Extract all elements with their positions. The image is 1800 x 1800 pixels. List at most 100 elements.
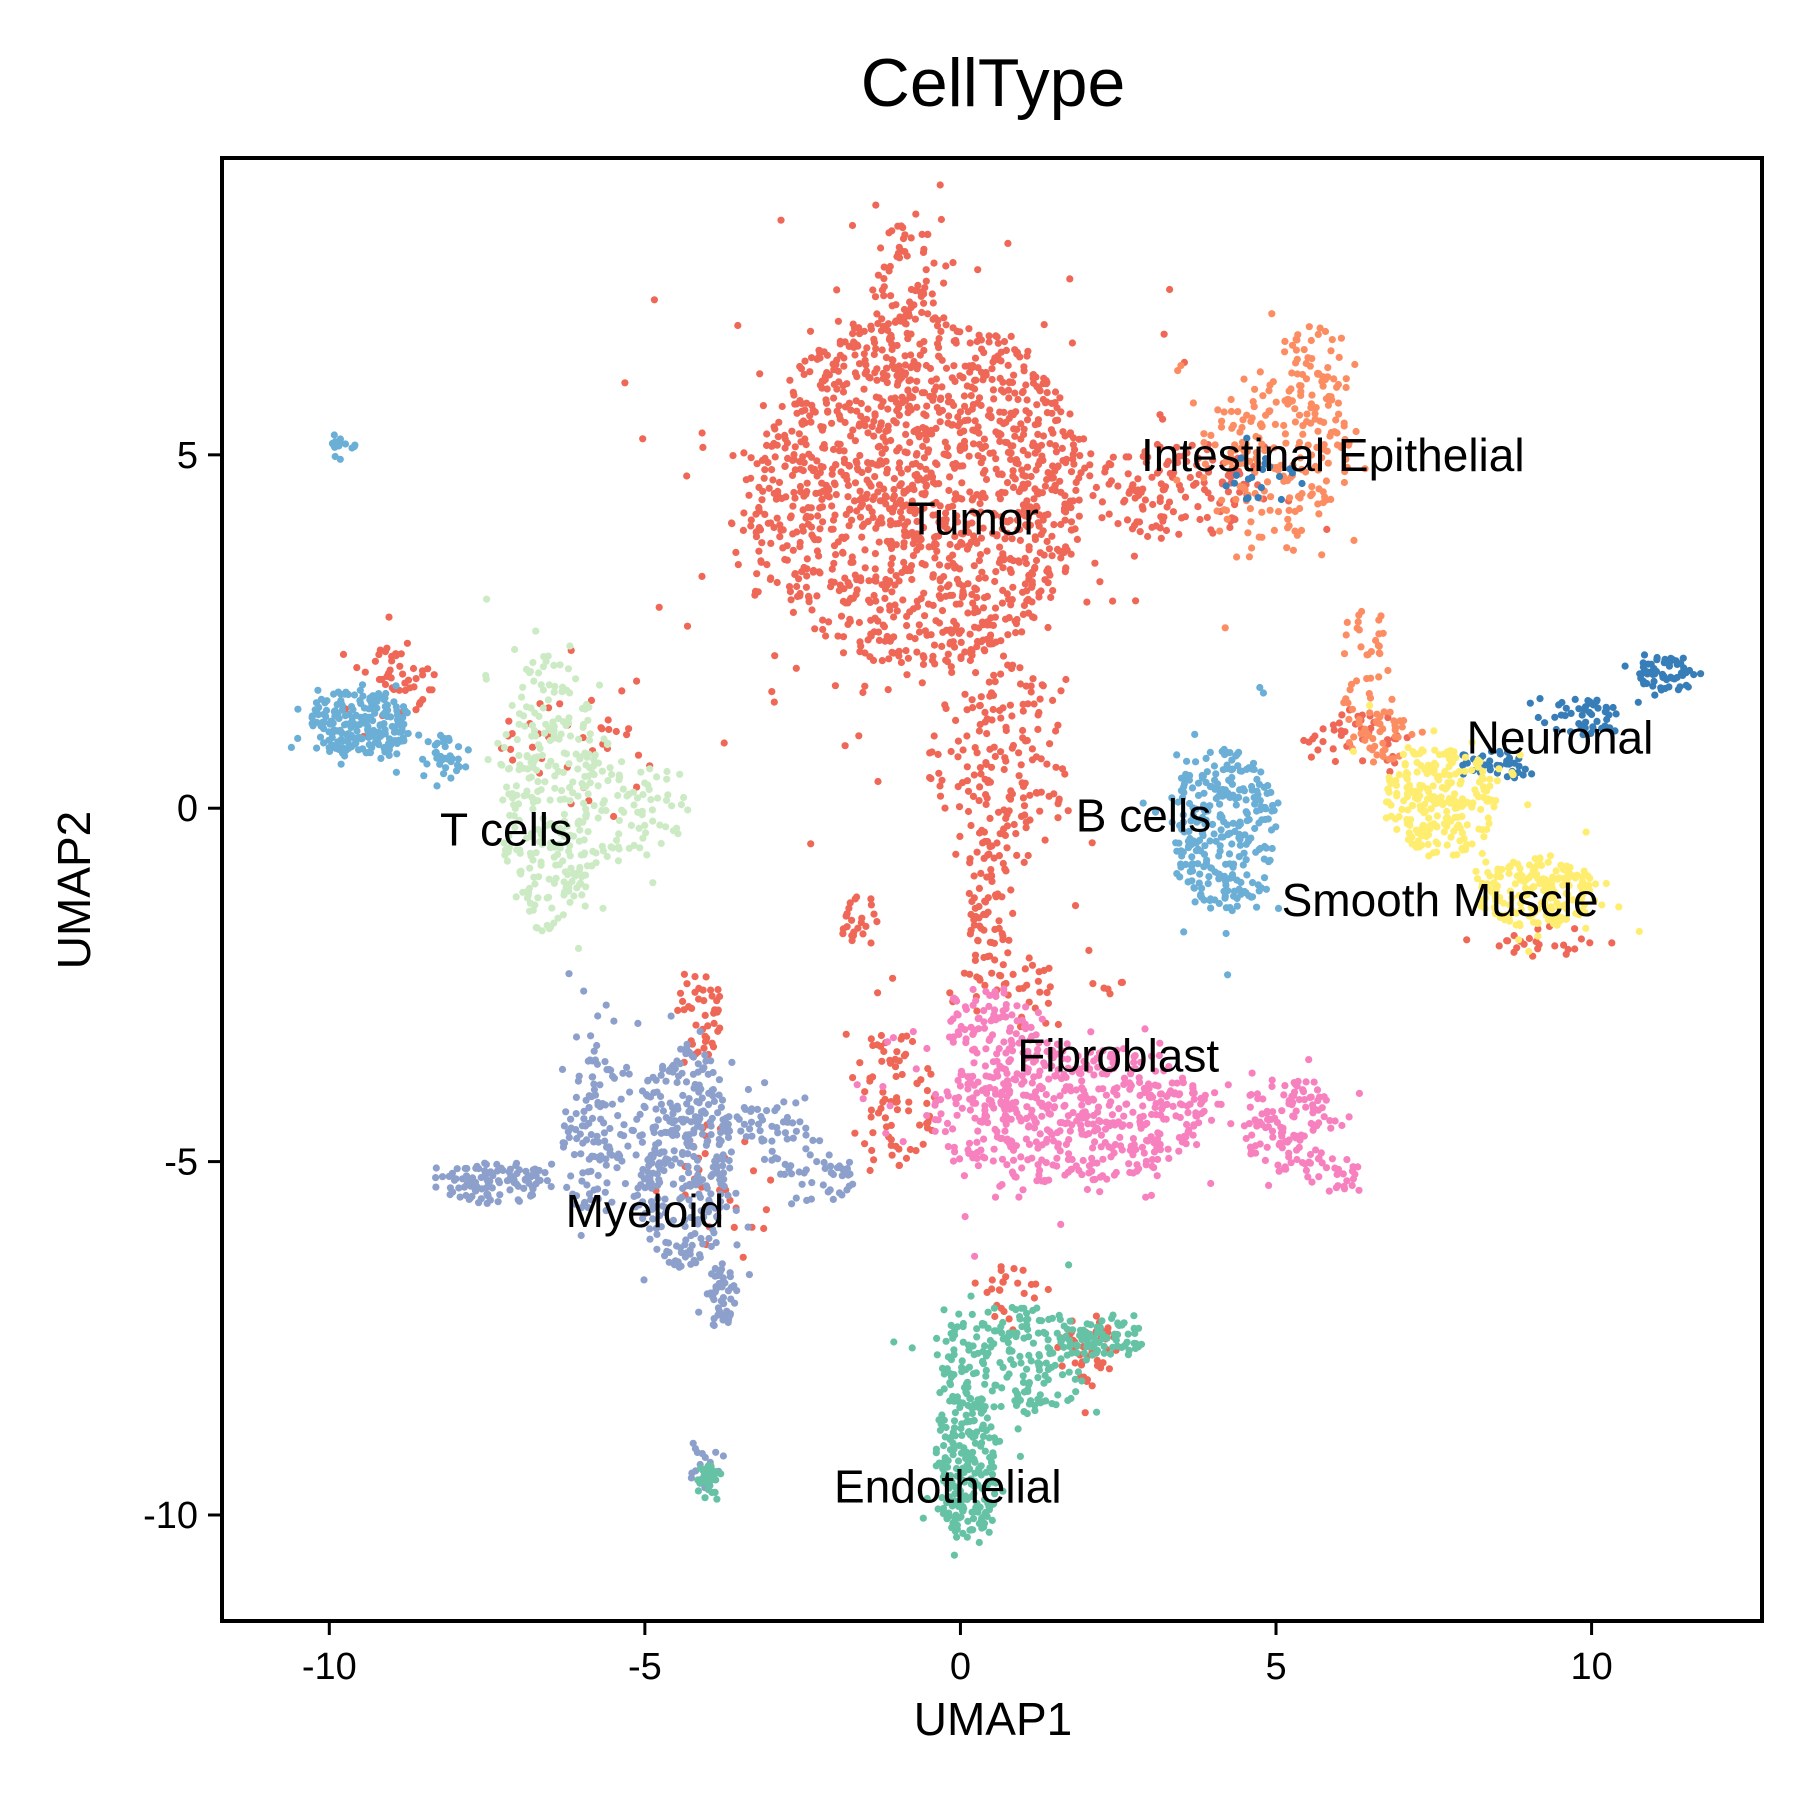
scatter-point <box>726 1269 734 1277</box>
scatter-point <box>1609 703 1617 712</box>
scatter-point <box>872 201 880 209</box>
scatter-point <box>966 630 974 638</box>
scatter-point <box>582 871 590 879</box>
scatter-point <box>507 745 515 754</box>
scatter-point <box>1032 466 1040 474</box>
scatter-point <box>532 627 540 635</box>
scatter-point <box>1226 829 1234 837</box>
scatter-point <box>1235 748 1243 757</box>
scatter-point <box>1049 462 1057 470</box>
scatter-point <box>694 1060 702 1068</box>
scatter-point <box>497 760 505 768</box>
scatter-point <box>1443 841 1451 849</box>
scatter-point <box>1433 812 1441 820</box>
scatter-point <box>584 772 592 780</box>
scatter-point <box>594 1195 602 1203</box>
scatter-point <box>1021 779 1029 787</box>
scatter-point <box>852 457 860 465</box>
scatter-point <box>882 1123 891 1131</box>
scatter-point <box>334 710 342 718</box>
scatter-point <box>789 1134 797 1142</box>
scatter-point <box>560 1122 569 1130</box>
scatter-point <box>843 923 851 931</box>
scatter-point <box>1086 461 1094 469</box>
scatter-point <box>454 755 462 763</box>
scatter-point <box>1201 486 1209 494</box>
scatter-point <box>979 524 987 532</box>
scatter-point <box>983 547 991 555</box>
scatter-point <box>584 828 592 836</box>
scatter-point <box>977 401 985 409</box>
scatter-point <box>1179 818 1187 826</box>
scatter-point <box>840 447 848 455</box>
scatter-point <box>1361 465 1369 473</box>
scatter-point <box>762 1206 771 1214</box>
scatter-point <box>977 924 985 932</box>
scatter-point <box>896 508 905 516</box>
scatter-point <box>981 647 989 655</box>
scatter-point <box>1203 768 1211 776</box>
scatter-point <box>977 336 986 344</box>
scatter-point <box>1537 899 1546 907</box>
scatter-point <box>545 704 553 712</box>
scatter-point <box>1016 680 1025 688</box>
scatter-point <box>1558 914 1566 922</box>
scatter-point <box>936 418 944 426</box>
scatter-point <box>960 437 969 445</box>
scatter-point <box>941 804 949 812</box>
scatter-point <box>587 1196 595 1204</box>
scatter-point <box>608 1198 616 1206</box>
scatter-point <box>661 1203 670 1211</box>
scatter-point <box>1051 442 1060 450</box>
scatter-point <box>1242 856 1250 864</box>
scatter-point <box>895 444 903 452</box>
scatter-point <box>818 384 826 392</box>
scatter-point <box>679 1184 687 1193</box>
scatter-point <box>928 290 936 298</box>
scatter-point <box>615 816 624 825</box>
scatter-point <box>922 412 930 420</box>
scatter-point <box>1410 787 1419 795</box>
scatter-point <box>945 486 953 495</box>
scatter-point <box>681 1216 689 1224</box>
scatter-point <box>669 1180 678 1188</box>
scatter-point <box>1028 578 1036 586</box>
scatter-point <box>529 1184 537 1192</box>
scatter-point <box>1399 750 1408 759</box>
scatter-point <box>892 1142 900 1150</box>
scatter-point <box>688 1241 696 1249</box>
scatter-point <box>1546 852 1555 860</box>
scatter-point <box>1345 439 1353 447</box>
scatter-point <box>541 778 549 786</box>
scatter-point <box>881 594 889 603</box>
scatter-point <box>1653 656 1661 664</box>
scatter-point <box>693 1164 701 1172</box>
scatter-point <box>871 565 879 573</box>
scatter-point <box>557 730 565 738</box>
scatter-point <box>814 512 822 520</box>
scatter-point <box>1003 822 1012 830</box>
scatter-point <box>792 664 800 672</box>
scatter-point <box>486 1196 494 1204</box>
scatter-point <box>911 315 920 323</box>
scatter-point <box>895 243 903 251</box>
scatter-point <box>409 664 418 673</box>
scatter-point <box>991 956 999 964</box>
scatter-point <box>1262 455 1270 463</box>
scatter-point <box>1661 655 1669 664</box>
scatter-point <box>820 348 828 356</box>
scatter-point <box>964 787 973 795</box>
scatter-point <box>808 531 816 539</box>
scatter-point <box>892 398 901 407</box>
scatter-point <box>887 436 895 445</box>
scatter-point <box>1393 825 1401 834</box>
scatter-point <box>1300 346 1308 354</box>
scatter-point <box>916 351 924 359</box>
scatter-point <box>900 314 909 322</box>
scatter-point <box>1022 381 1030 389</box>
scatter-point <box>888 634 896 642</box>
scatter-point <box>1162 526 1171 535</box>
series-b-cells <box>287 431 1283 979</box>
scatter-point <box>973 848 981 856</box>
scatter-point <box>789 502 797 510</box>
